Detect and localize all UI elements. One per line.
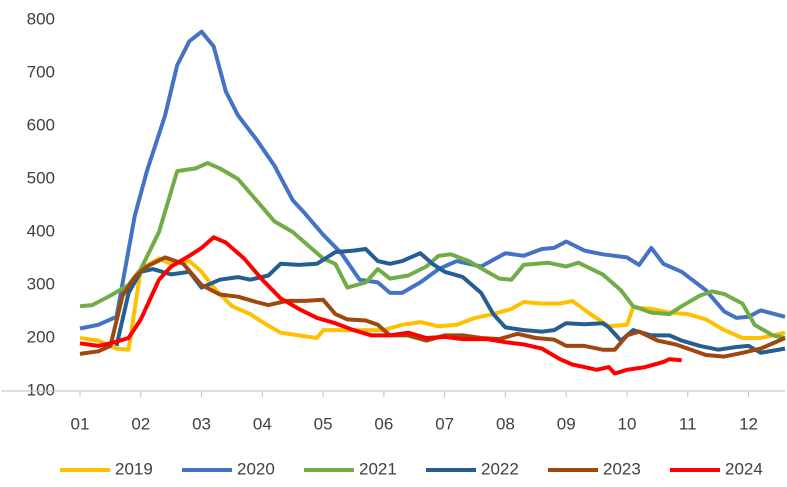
x-tick-label: 07 — [435, 414, 454, 433]
y-tick-label: 700 — [27, 62, 55, 81]
legend-label: 2021 — [359, 459, 397, 478]
series-line — [114, 247, 786, 355]
y-tick-label: 600 — [27, 115, 55, 134]
legend-label: 2020 — [237, 459, 275, 478]
y-tick-label: 800 — [27, 9, 55, 28]
legend-label: 2019 — [115, 459, 153, 478]
x-tick-label: 03 — [192, 414, 211, 433]
series-line — [79, 29, 786, 331]
x-tick-label: 11 — [679, 414, 697, 433]
x-tick-label: 04 — [253, 414, 272, 433]
series-line — [79, 255, 786, 359]
series-line — [79, 235, 682, 376]
y-tick-label: 500 — [27, 168, 55, 187]
y-tick-label: 400 — [27, 221, 55, 240]
x-tick-label: 08 — [496, 414, 515, 433]
legend-label: 2023 — [603, 459, 641, 478]
series-line — [79, 161, 786, 340]
x-tick-label: 05 — [314, 414, 333, 433]
y-tick-label: 300 — [27, 274, 55, 293]
y-tick-label: 100 — [27, 380, 55, 399]
x-tick-label: 09 — [557, 414, 576, 433]
x-tick-label: 02 — [131, 414, 150, 433]
x-tick-label: 06 — [374, 414, 393, 433]
x-tick-label: 01 — [71, 414, 90, 433]
y-tick-label: 200 — [27, 327, 55, 346]
legend-label: 2022 — [481, 459, 519, 478]
series-line — [79, 256, 786, 352]
x-tick-label: 10 — [618, 414, 637, 433]
legend-label: 2024 — [725, 459, 763, 478]
x-tick-label: 12 — [739, 414, 758, 433]
